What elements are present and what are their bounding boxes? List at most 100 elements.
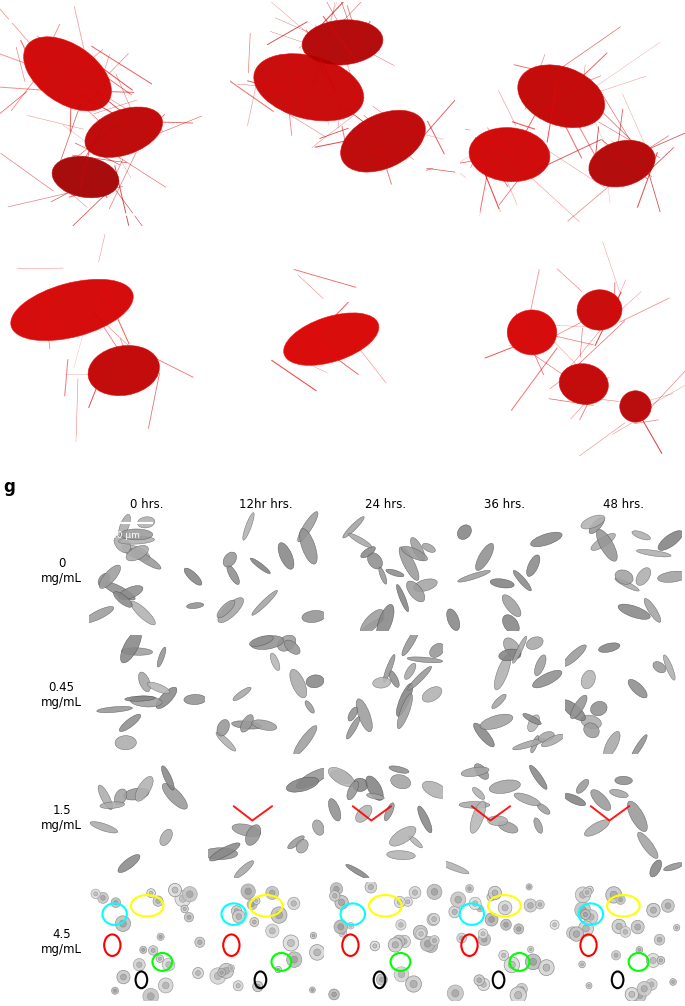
Ellipse shape (294, 725, 317, 756)
Circle shape (581, 963, 584, 966)
Ellipse shape (130, 696, 162, 707)
Ellipse shape (347, 717, 360, 739)
Ellipse shape (584, 723, 599, 737)
Circle shape (186, 890, 193, 897)
Circle shape (581, 909, 590, 919)
Ellipse shape (119, 714, 140, 731)
Circle shape (399, 936, 410, 948)
Ellipse shape (356, 699, 373, 731)
Ellipse shape (184, 694, 206, 704)
Ellipse shape (401, 546, 427, 561)
Circle shape (210, 968, 226, 984)
Ellipse shape (638, 832, 658, 858)
Circle shape (230, 967, 233, 970)
Circle shape (158, 978, 173, 993)
Circle shape (502, 904, 508, 911)
Text: d: d (7, 238, 18, 257)
Ellipse shape (210, 843, 240, 861)
Circle shape (162, 958, 175, 971)
Circle shape (449, 905, 460, 917)
Ellipse shape (513, 570, 532, 591)
Ellipse shape (121, 631, 141, 663)
Ellipse shape (584, 820, 610, 836)
Circle shape (585, 890, 589, 894)
Ellipse shape (631, 734, 647, 759)
Circle shape (460, 936, 464, 941)
Circle shape (232, 905, 242, 916)
Ellipse shape (125, 696, 155, 701)
Ellipse shape (502, 595, 521, 617)
Circle shape (612, 919, 626, 934)
Circle shape (647, 903, 660, 917)
Ellipse shape (534, 655, 546, 676)
Ellipse shape (599, 643, 620, 653)
Ellipse shape (591, 533, 615, 550)
Ellipse shape (147, 682, 170, 693)
Ellipse shape (242, 513, 254, 540)
Circle shape (498, 900, 512, 914)
Circle shape (256, 984, 260, 989)
Circle shape (117, 971, 130, 984)
Ellipse shape (499, 649, 521, 661)
Circle shape (620, 927, 631, 938)
Ellipse shape (331, 771, 352, 784)
Circle shape (338, 899, 345, 905)
Ellipse shape (475, 543, 494, 570)
Ellipse shape (305, 701, 314, 713)
Ellipse shape (423, 543, 436, 552)
Circle shape (530, 959, 536, 966)
Circle shape (369, 884, 373, 889)
Ellipse shape (216, 732, 236, 751)
Circle shape (428, 943, 434, 949)
Ellipse shape (397, 683, 413, 716)
Text: 4.5 mg/ml WS-23: 4.5 mg/ml WS-23 (466, 437, 551, 447)
Ellipse shape (302, 20, 383, 65)
Ellipse shape (495, 655, 511, 690)
Circle shape (175, 890, 191, 906)
Circle shape (253, 897, 260, 904)
Circle shape (425, 941, 431, 948)
Text: 0.45
mg/mL: 0.45 mg/mL (41, 681, 82, 708)
Ellipse shape (160, 829, 173, 846)
Ellipse shape (234, 861, 253, 878)
Circle shape (526, 883, 532, 890)
Circle shape (514, 992, 522, 999)
Ellipse shape (650, 860, 662, 877)
Circle shape (101, 895, 105, 900)
Circle shape (275, 967, 282, 973)
Ellipse shape (480, 714, 513, 729)
Text: e: e (237, 238, 248, 257)
Ellipse shape (102, 581, 135, 600)
Ellipse shape (664, 863, 683, 871)
Ellipse shape (399, 547, 419, 580)
Ellipse shape (11, 280, 134, 341)
Ellipse shape (115, 735, 136, 749)
Ellipse shape (245, 825, 261, 845)
Ellipse shape (114, 592, 132, 608)
Circle shape (153, 896, 163, 906)
Ellipse shape (342, 517, 364, 538)
Ellipse shape (162, 784, 188, 809)
Circle shape (255, 899, 258, 902)
Circle shape (156, 955, 164, 963)
Circle shape (114, 989, 116, 992)
Ellipse shape (203, 848, 238, 859)
Circle shape (488, 916, 495, 923)
Ellipse shape (658, 571, 685, 582)
Ellipse shape (530, 766, 547, 790)
Ellipse shape (526, 637, 543, 650)
Text: 1.5 mg/ml WS-23: 1.5 mg/ml WS-23 (237, 437, 321, 447)
Circle shape (479, 907, 482, 910)
Circle shape (245, 888, 251, 894)
Ellipse shape (250, 558, 271, 573)
Circle shape (431, 888, 438, 895)
Circle shape (492, 890, 498, 896)
Circle shape (236, 984, 240, 988)
Ellipse shape (286, 778, 319, 792)
Circle shape (527, 902, 534, 908)
Ellipse shape (328, 768, 354, 787)
Circle shape (413, 926, 427, 940)
Ellipse shape (340, 111, 425, 172)
Circle shape (583, 888, 591, 897)
Circle shape (524, 899, 537, 912)
